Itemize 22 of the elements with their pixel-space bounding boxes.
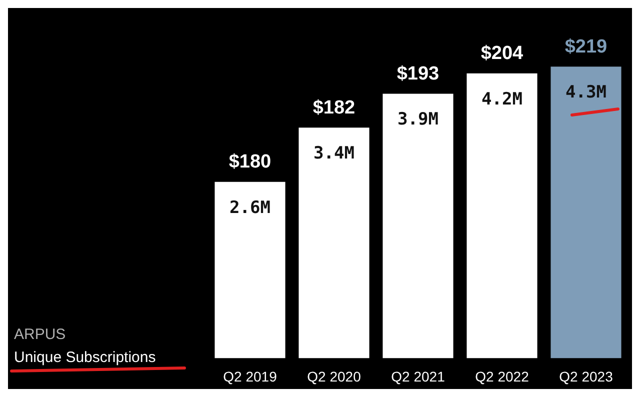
text: ARPUS bbox=[14, 326, 67, 343]
x-tick-label: Q2 2020 bbox=[307, 368, 362, 384]
data-label: 4.2M bbox=[482, 89, 522, 110]
text: $219 bbox=[564, 36, 608, 58]
x-tick-label: Q2 2019 bbox=[223, 368, 278, 384]
annotation: $180 bbox=[228, 152, 272, 173]
annotation: $182 bbox=[312, 97, 356, 118]
x-tick-label: Q2 2022 bbox=[475, 368, 530, 384]
bar bbox=[466, 73, 538, 358]
text: $204 bbox=[480, 43, 524, 64]
bar bbox=[382, 94, 454, 358]
data-label: 2.6M bbox=[230, 198, 270, 218]
x-tick-label: Q2 2023 bbox=[559, 368, 614, 384]
bar bbox=[214, 182, 286, 358]
x-tick-label: Q2 2021 bbox=[391, 368, 446, 384]
data-label: 4.3M bbox=[566, 82, 606, 102]
bar bbox=[298, 128, 370, 358]
annotation: $193 bbox=[396, 63, 440, 84]
bar bbox=[550, 66, 622, 358]
data-label: 3.4M bbox=[314, 144, 354, 164]
text: Unique Subscriptions bbox=[14, 349, 156, 366]
data-label: 3.9M bbox=[398, 110, 438, 130]
